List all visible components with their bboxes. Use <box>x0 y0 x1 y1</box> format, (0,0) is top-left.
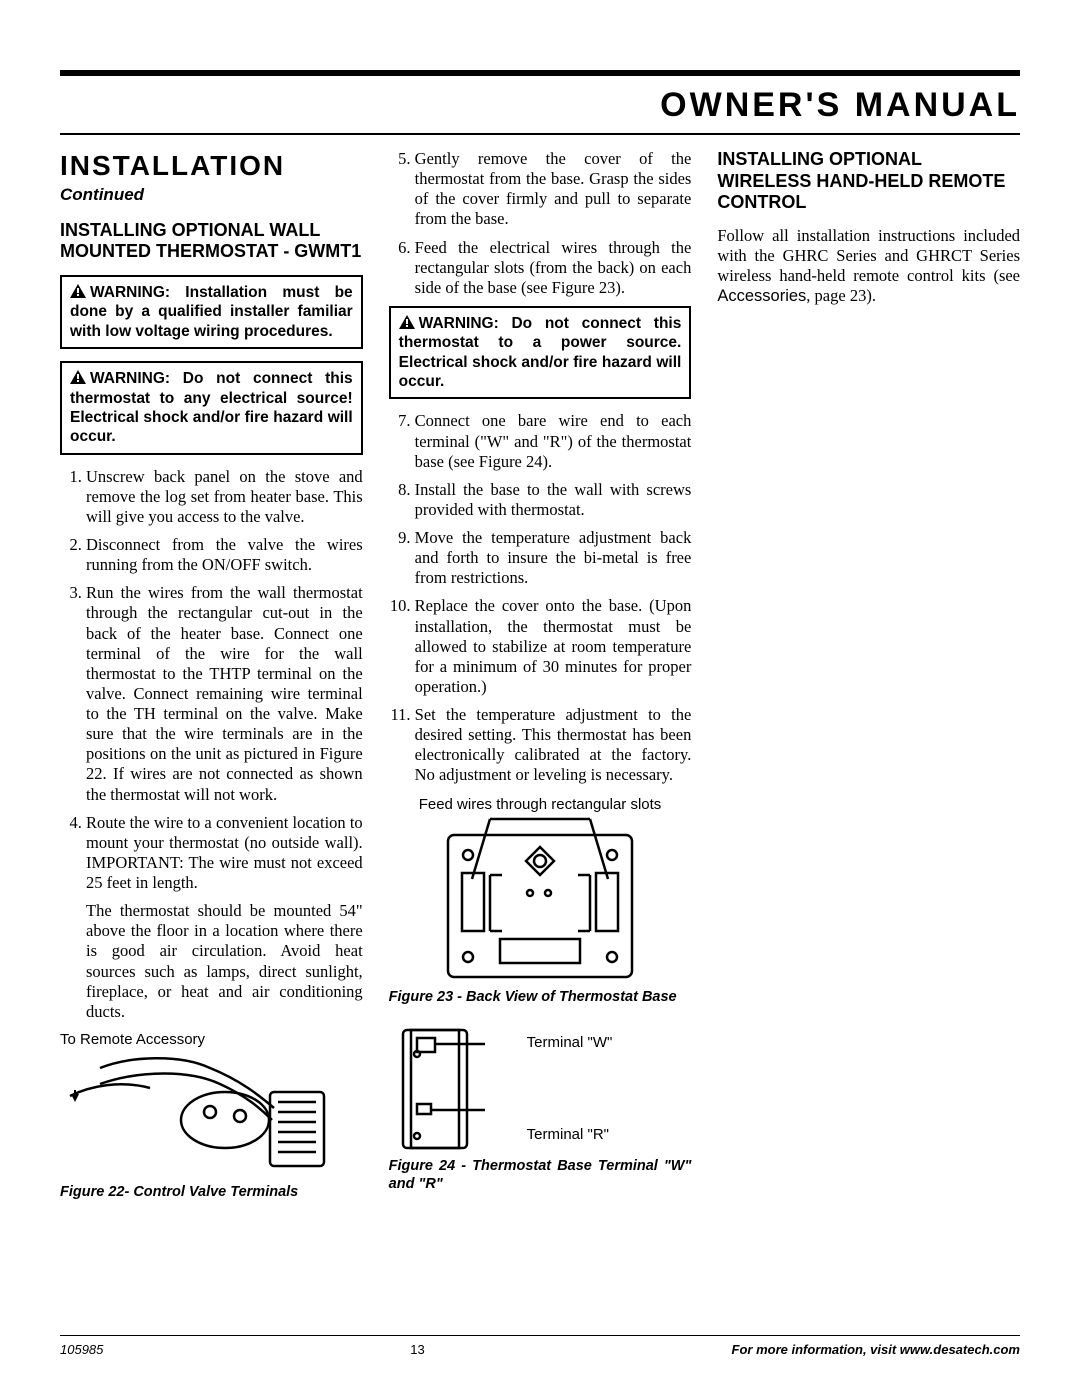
mid-steps-a: Gently remove the cover of the thermosta… <box>389 149 692 298</box>
warning-icon <box>399 315 415 329</box>
list-item: Feed the electrical wires through the re… <box>415 238 692 298</box>
figure-23: Feed wires through rectangular slots <box>389 796 692 1007</box>
list-item: Set the temperature adjustment to the de… <box>415 705 692 786</box>
list-item: Disconnect from the valve the wires runn… <box>86 535 363 575</box>
rule-under-title <box>60 133 1020 135</box>
right-para-b: , page 23). <box>806 286 876 305</box>
warning-2-text: WARNING: Do not connect this thermostat … <box>70 370 353 445</box>
columns: INSTALLATION Continued INSTALLING OPTION… <box>60 149 1020 1202</box>
list-item: Move the temperature adjustment back and… <box>415 528 692 588</box>
fig24-svg <box>389 1024 519 1154</box>
warning-icon <box>70 284 86 298</box>
warning-box-1: WARNING: Installation must be done by a … <box>60 275 363 349</box>
col-mid: Gently remove the cover of the thermosta… <box>389 149 692 1202</box>
right-para-a: Follow all installation instructions inc… <box>717 226 1020 285</box>
fig23-svg <box>430 815 650 985</box>
right-para: Follow all installation instructions inc… <box>717 226 1020 307</box>
step-text: Route the wire to a convenient location … <box>86 813 363 892</box>
step-text: Replace the cover onto the base. (Upon i… <box>415 596 692 696</box>
step-text: Disconnect from the valve the wires runn… <box>86 535 363 574</box>
fig24-caption: Figure 24 - Thermostat Base Terminal "W"… <box>389 1158 692 1193</box>
rule-top <box>60 70 1020 76</box>
footer-left: 105985 <box>60 1342 103 1357</box>
step-text: Run the wires from the wall thermostat t… <box>86 583 363 803</box>
list-item: Install the base to the wall with screws… <box>415 480 692 520</box>
page: OWNER'S MANUAL INSTALLATION Continued IN… <box>0 0 1080 1202</box>
warning-box-2: WARNING: Do not connect this thermostat … <box>60 361 363 455</box>
list-item: Unscrew back panel on the stove and remo… <box>86 467 363 527</box>
col-right: INSTALLING OPTIONAL WIRELESS HAND-HELD R… <box>717 149 1020 1202</box>
section-head: INSTALLATION <box>60 149 363 183</box>
step-text: Feed the electrical wires through the re… <box>415 238 692 297</box>
right-para-bold: Accessories <box>717 287 806 305</box>
footer-right: For more information, visit www.desatech… <box>732 1342 1020 1357</box>
footer-rule <box>60 1335 1020 1336</box>
fig23-annot: Feed wires through rectangular slots <box>389 796 692 813</box>
list-item: Route the wire to a convenient location … <box>86 813 363 1022</box>
fig22-caption: Figure 22- Control Valve Terminals <box>60 1184 363 1201</box>
warning-3-text: WARNING: Do not connect this thermostat … <box>399 315 682 390</box>
list-item: Gently remove the cover of the thermosta… <box>415 149 692 230</box>
col-left: INSTALLATION Continued INSTALLING OPTION… <box>60 149 363 1202</box>
footer-center: 13 <box>410 1342 424 1357</box>
warning-1-text: WARNING: Installation must be done by a … <box>70 284 353 340</box>
doc-title: OWNER'S MANUAL <box>60 86 1020 125</box>
footer: 105985 13 For more information, visit ww… <box>60 1335 1020 1357</box>
step-text: Gently remove the cover of the thermosta… <box>415 149 692 228</box>
left-steps: Unscrew back panel on the stove and remo… <box>60 467 363 1022</box>
continued-label: Continued <box>60 185 363 206</box>
fig24-r: Terminal "R" <box>527 1126 613 1144</box>
step-text: Move the temperature adjustment back and… <box>415 528 692 587</box>
list-item: Replace the cover onto the base. (Upon i… <box>415 596 692 697</box>
figure-22: To Remote Accessory <box>60 1032 363 1202</box>
mid-steps-b: Connect one bare wire end to each termin… <box>389 411 692 785</box>
warning-box-3: WARNING: Do not connect this thermostat … <box>389 306 692 400</box>
fig23-caption: Figure 23 - Back View of Thermostat Base <box>389 989 692 1006</box>
step-text: Install the base to the wall with screws… <box>415 480 692 519</box>
left-subhead: INSTALLING OPTIONAL WALL MOUNTED THERMOS… <box>60 220 363 263</box>
fig22-label: To Remote Accessory <box>60 1032 363 1049</box>
list-item: Run the wires from the wall thermostat t… <box>86 583 363 804</box>
figure-24: Terminal "W" Terminal "R" Figure 24 - Th… <box>389 1024 692 1193</box>
step-text: Unscrew back panel on the stove and remo… <box>86 467 363 526</box>
fig22-svg <box>60 1050 340 1180</box>
step4-extra: The thermostat should be mounted 54" abo… <box>86 901 363 1022</box>
step-text: Connect one bare wire end to each termin… <box>415 411 692 470</box>
warning-icon <box>70 370 86 384</box>
fig24-w: Terminal "W" <box>527 1034 613 1052</box>
right-subhead: INSTALLING OPTIONAL WIRELESS HAND-HELD R… <box>717 149 1020 214</box>
list-item: Connect one bare wire end to each termin… <box>415 411 692 471</box>
step-text: Set the temperature adjustment to the de… <box>415 705 692 784</box>
